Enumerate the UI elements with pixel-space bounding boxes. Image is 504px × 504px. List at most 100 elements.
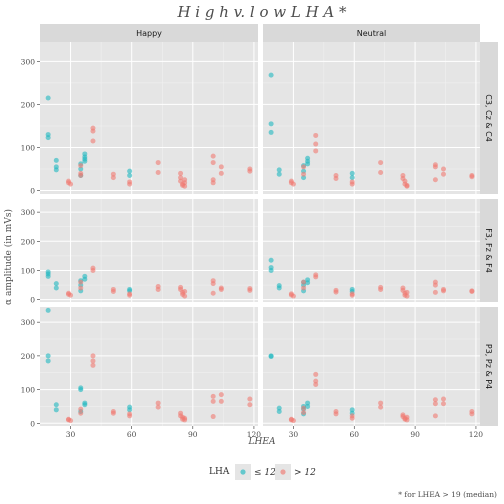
row-strips: C3, Cz & C4 F3, Fz & F4 P3, Pz & P4 <box>480 42 498 426</box>
data-point <box>127 172 133 178</box>
panel-background <box>263 307 480 426</box>
data-point <box>210 160 216 166</box>
legend-label-low: ≤ 12 <box>254 468 276 478</box>
facet-panel <box>263 307 480 426</box>
data-point <box>313 148 319 154</box>
data-point <box>290 418 296 424</box>
data-point <box>301 164 307 170</box>
data-point <box>68 181 74 187</box>
data-point <box>90 267 96 273</box>
data-point <box>404 183 410 189</box>
data-point <box>276 171 282 177</box>
data-point <box>110 288 116 294</box>
x-axes: 30 60 90 120 30 60 90 120 <box>66 426 484 439</box>
panel-background <box>40 42 258 194</box>
y-tick-label: 0 <box>30 419 35 428</box>
data-point <box>301 410 307 416</box>
data-point <box>78 172 84 178</box>
data-point <box>178 175 184 181</box>
data-point <box>268 257 274 263</box>
data-point <box>110 410 116 416</box>
panel-background <box>263 199 480 302</box>
data-point <box>155 400 161 406</box>
data-point <box>301 171 307 177</box>
data-point <box>127 292 133 298</box>
y-tick-label: 300 <box>21 318 36 327</box>
row-strip-label: C3, Cz & C4 <box>484 94 493 142</box>
data-point <box>313 382 319 388</box>
data-point <box>440 171 446 177</box>
data-point <box>210 180 216 186</box>
panel-points <box>45 307 253 424</box>
data-point <box>247 287 253 293</box>
y-tick-label: 200 <box>21 237 36 246</box>
y-tick-label: 200 <box>21 352 36 361</box>
panel-background <box>40 307 258 426</box>
data-point <box>218 164 224 170</box>
data-point <box>182 177 188 183</box>
y-tick-label: 100 <box>21 386 36 395</box>
legend-label-high: > 12 <box>294 468 316 478</box>
data-point <box>349 170 355 176</box>
data-point <box>78 163 84 169</box>
data-point <box>313 371 319 377</box>
data-point <box>178 170 184 176</box>
x-tick-label: 120 <box>469 430 484 439</box>
data-point <box>378 400 384 406</box>
data-point <box>110 171 116 177</box>
data-point <box>78 410 84 416</box>
legend-dot-low <box>240 469 246 475</box>
data-point <box>333 289 339 295</box>
panel-background <box>40 199 258 302</box>
data-point <box>349 292 355 298</box>
data-point <box>247 396 253 402</box>
panel-background <box>263 42 480 194</box>
data-point <box>469 288 475 294</box>
data-point <box>301 285 307 291</box>
data-point <box>53 407 59 413</box>
data-point <box>53 402 59 408</box>
data-point <box>53 167 59 173</box>
data-point <box>155 286 161 292</box>
data-point <box>78 285 84 291</box>
row-strip-label: F3, Fz & F4 <box>484 228 493 273</box>
data-point <box>432 282 438 288</box>
data-point <box>313 141 319 147</box>
column-strip <box>40 24 258 42</box>
row-strip <box>480 307 498 426</box>
data-point <box>333 411 339 417</box>
data-point <box>404 289 410 295</box>
data-point <box>45 353 51 359</box>
data-point <box>78 166 84 172</box>
facet-panel <box>40 307 258 426</box>
data-point <box>268 354 274 360</box>
data-point <box>301 405 307 411</box>
data-point <box>268 121 274 127</box>
data-point <box>301 175 307 181</box>
data-point <box>90 353 96 359</box>
data-point <box>90 362 96 368</box>
data-point <box>440 166 446 172</box>
legend-title: LHA <box>209 467 230 477</box>
x-tick-label: 30 <box>66 430 76 439</box>
y-tick-label: 300 <box>21 208 36 217</box>
data-point <box>305 403 311 409</box>
data-point <box>305 161 311 167</box>
data-point <box>182 417 188 423</box>
facet-panel <box>263 42 480 194</box>
data-point <box>182 293 188 299</box>
data-point <box>378 160 384 166</box>
data-point <box>276 167 282 173</box>
data-point <box>182 288 188 294</box>
x-tick-label: 60 <box>127 430 137 439</box>
data-point <box>82 276 88 282</box>
x-tick-label: 90 <box>410 430 420 439</box>
panel-points <box>45 265 253 299</box>
data-point <box>432 401 438 407</box>
data-point <box>349 415 355 421</box>
data-point <box>404 414 410 420</box>
data-point <box>349 181 355 187</box>
y-tick-label: 200 <box>21 100 36 109</box>
data-point <box>127 413 133 419</box>
